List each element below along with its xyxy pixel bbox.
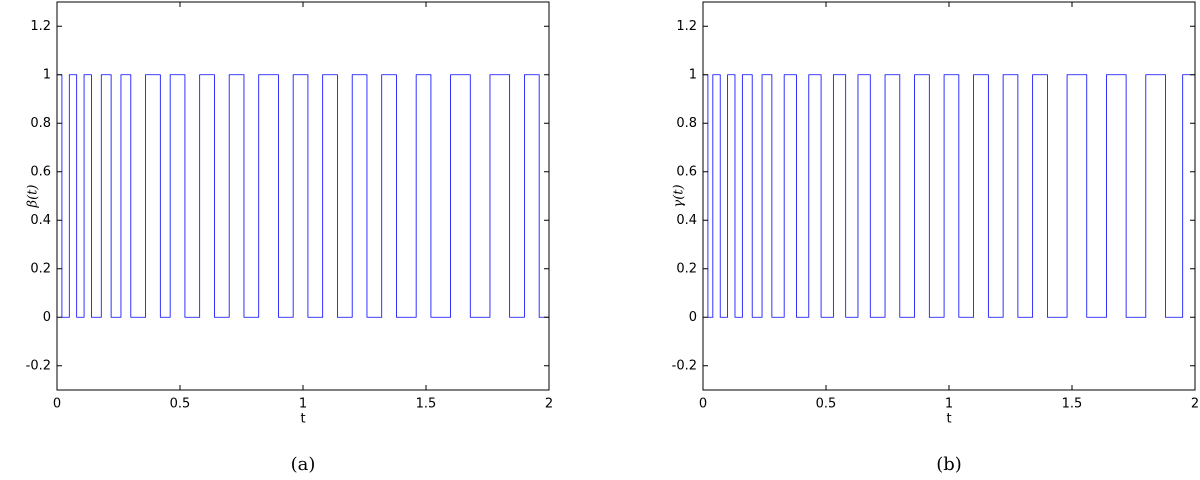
y-tick-label: 1.2 [30, 19, 51, 34]
y-tick-label: 0.2 [676, 261, 697, 276]
signal-line [57, 74, 549, 318]
y-tick-label: 1 [43, 67, 51, 82]
caption: (a) [291, 454, 316, 475]
x-tick-label: 1.5 [1062, 397, 1083, 412]
x-tick-label: 0 [699, 397, 707, 412]
y-tick-label: -0.2 [26, 358, 51, 373]
signal-line [703, 74, 1195, 318]
x-axis-label: t [946, 412, 951, 427]
y-tick-label: 1 [689, 67, 697, 82]
y-tick-label: 0.8 [30, 116, 51, 131]
x-tick-label: 0 [53, 397, 61, 412]
y-axis-label: γ(t) [672, 184, 687, 207]
caption: (b) [936, 454, 962, 475]
x-tick-label: 1.5 [416, 397, 437, 412]
x-tick-label: 0.5 [170, 397, 191, 412]
y-tick-label: 0.4 [676, 213, 697, 228]
y-tick-label: 1.2 [676, 19, 697, 34]
plot-frame [702, 1, 1196, 391]
y-tick-label: 0 [689, 310, 697, 325]
x-tick-label: 1 [945, 397, 953, 412]
x-axis-label: t [300, 412, 305, 427]
x-tick-label: 0.5 [816, 397, 837, 412]
y-axis-label: β(t) [26, 185, 41, 209]
y-tick-label: 0.4 [30, 213, 51, 228]
y-tick-label: 0.6 [676, 164, 697, 179]
y-tick-label: -0.2 [672, 358, 697, 373]
y-tick-label: 0.2 [30, 261, 51, 276]
y-tick-label: 0.6 [30, 164, 51, 179]
x-tick-label: 1 [299, 397, 307, 412]
y-tick-label: 0.8 [676, 116, 697, 131]
x-tick-label: 2 [1191, 397, 1199, 412]
y-tick-label: 0 [43, 310, 51, 325]
x-tick-label: 2 [545, 397, 553, 412]
